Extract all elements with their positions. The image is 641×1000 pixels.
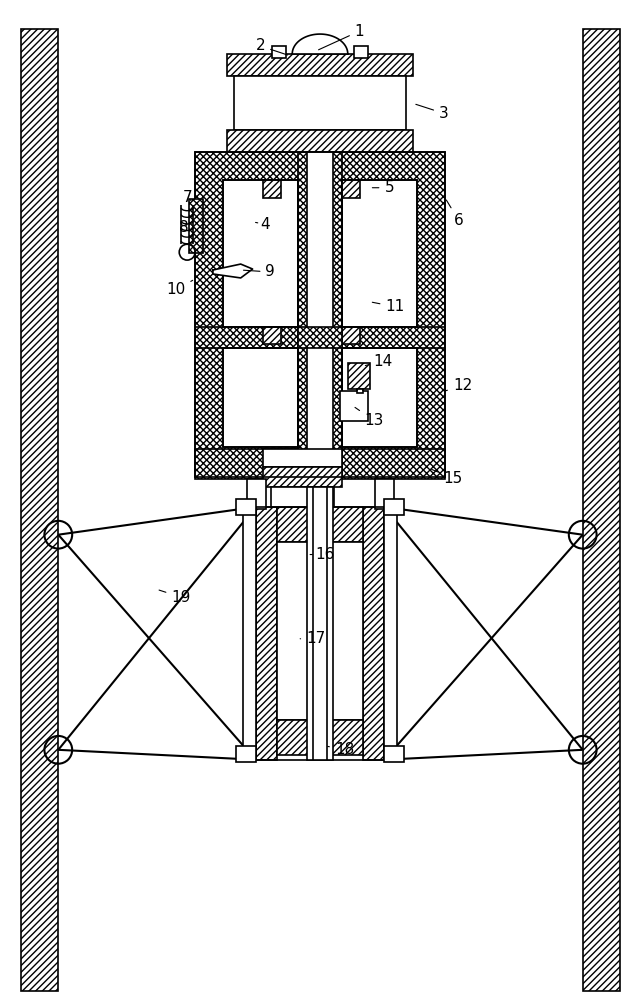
Text: 11: 11 — [372, 299, 404, 314]
Bar — [263, 327, 281, 344]
Bar — [256, 507, 278, 760]
Text: 5: 5 — [372, 180, 394, 195]
Bar — [342, 327, 360, 344]
Text: 3: 3 — [416, 104, 449, 121]
Bar — [385, 507, 397, 760]
Bar — [340, 391, 367, 421]
Bar — [195, 152, 445, 477]
Text: 19: 19 — [159, 590, 190, 605]
Bar — [278, 720, 363, 755]
Bar — [223, 180, 298, 327]
Bar — [236, 499, 256, 515]
Text: 18: 18 — [328, 742, 354, 757]
Bar — [263, 180, 281, 198]
Bar — [298, 152, 342, 477]
Text: 7: 7 — [183, 190, 193, 205]
Text: 15: 15 — [431, 469, 462, 486]
Bar — [342, 348, 417, 447]
Bar — [342, 180, 417, 327]
Bar — [307, 487, 333, 760]
Text: 16: 16 — [310, 547, 335, 562]
Bar — [385, 746, 404, 762]
Bar — [227, 54, 413, 76]
Text: 14: 14 — [365, 354, 393, 369]
Text: 1: 1 — [319, 24, 364, 50]
Bar — [227, 130, 413, 152]
Bar — [583, 29, 620, 991]
Bar — [189, 199, 203, 253]
Bar — [272, 46, 287, 58]
Text: 17: 17 — [300, 631, 326, 646]
Text: 12: 12 — [445, 378, 472, 393]
Bar — [356, 389, 363, 393]
Text: 6: 6 — [446, 200, 463, 228]
Bar — [247, 479, 267, 509]
Text: 2: 2 — [256, 38, 288, 55]
Bar — [236, 746, 256, 762]
Bar — [298, 327, 342, 348]
Bar — [278, 542, 363, 720]
Text: 9: 9 — [244, 264, 275, 279]
Bar — [195, 152, 445, 477]
Bar — [243, 507, 256, 760]
Bar — [278, 507, 363, 542]
Polygon shape — [213, 264, 253, 278]
Bar — [223, 180, 298, 327]
Bar — [234, 76, 406, 130]
Bar — [223, 348, 298, 447]
Bar — [263, 449, 342, 467]
Text: 8: 8 — [179, 220, 189, 235]
Text: 13: 13 — [355, 407, 384, 428]
Bar — [363, 507, 385, 760]
Bar — [342, 180, 360, 198]
Bar — [307, 152, 333, 537]
Bar — [342, 449, 445, 479]
Bar — [348, 363, 370, 389]
Polygon shape — [292, 34, 348, 54]
Bar — [354, 46, 367, 58]
Bar — [256, 507, 385, 760]
Bar — [342, 348, 417, 447]
Bar — [195, 449, 298, 479]
Text: 4: 4 — [256, 217, 270, 232]
Text: 10: 10 — [167, 280, 193, 297]
Bar — [223, 348, 298, 447]
Bar — [385, 499, 404, 515]
Bar — [263, 467, 342, 487]
Bar — [342, 180, 417, 327]
Bar — [21, 29, 58, 991]
Bar — [271, 487, 334, 507]
Bar — [374, 479, 394, 509]
